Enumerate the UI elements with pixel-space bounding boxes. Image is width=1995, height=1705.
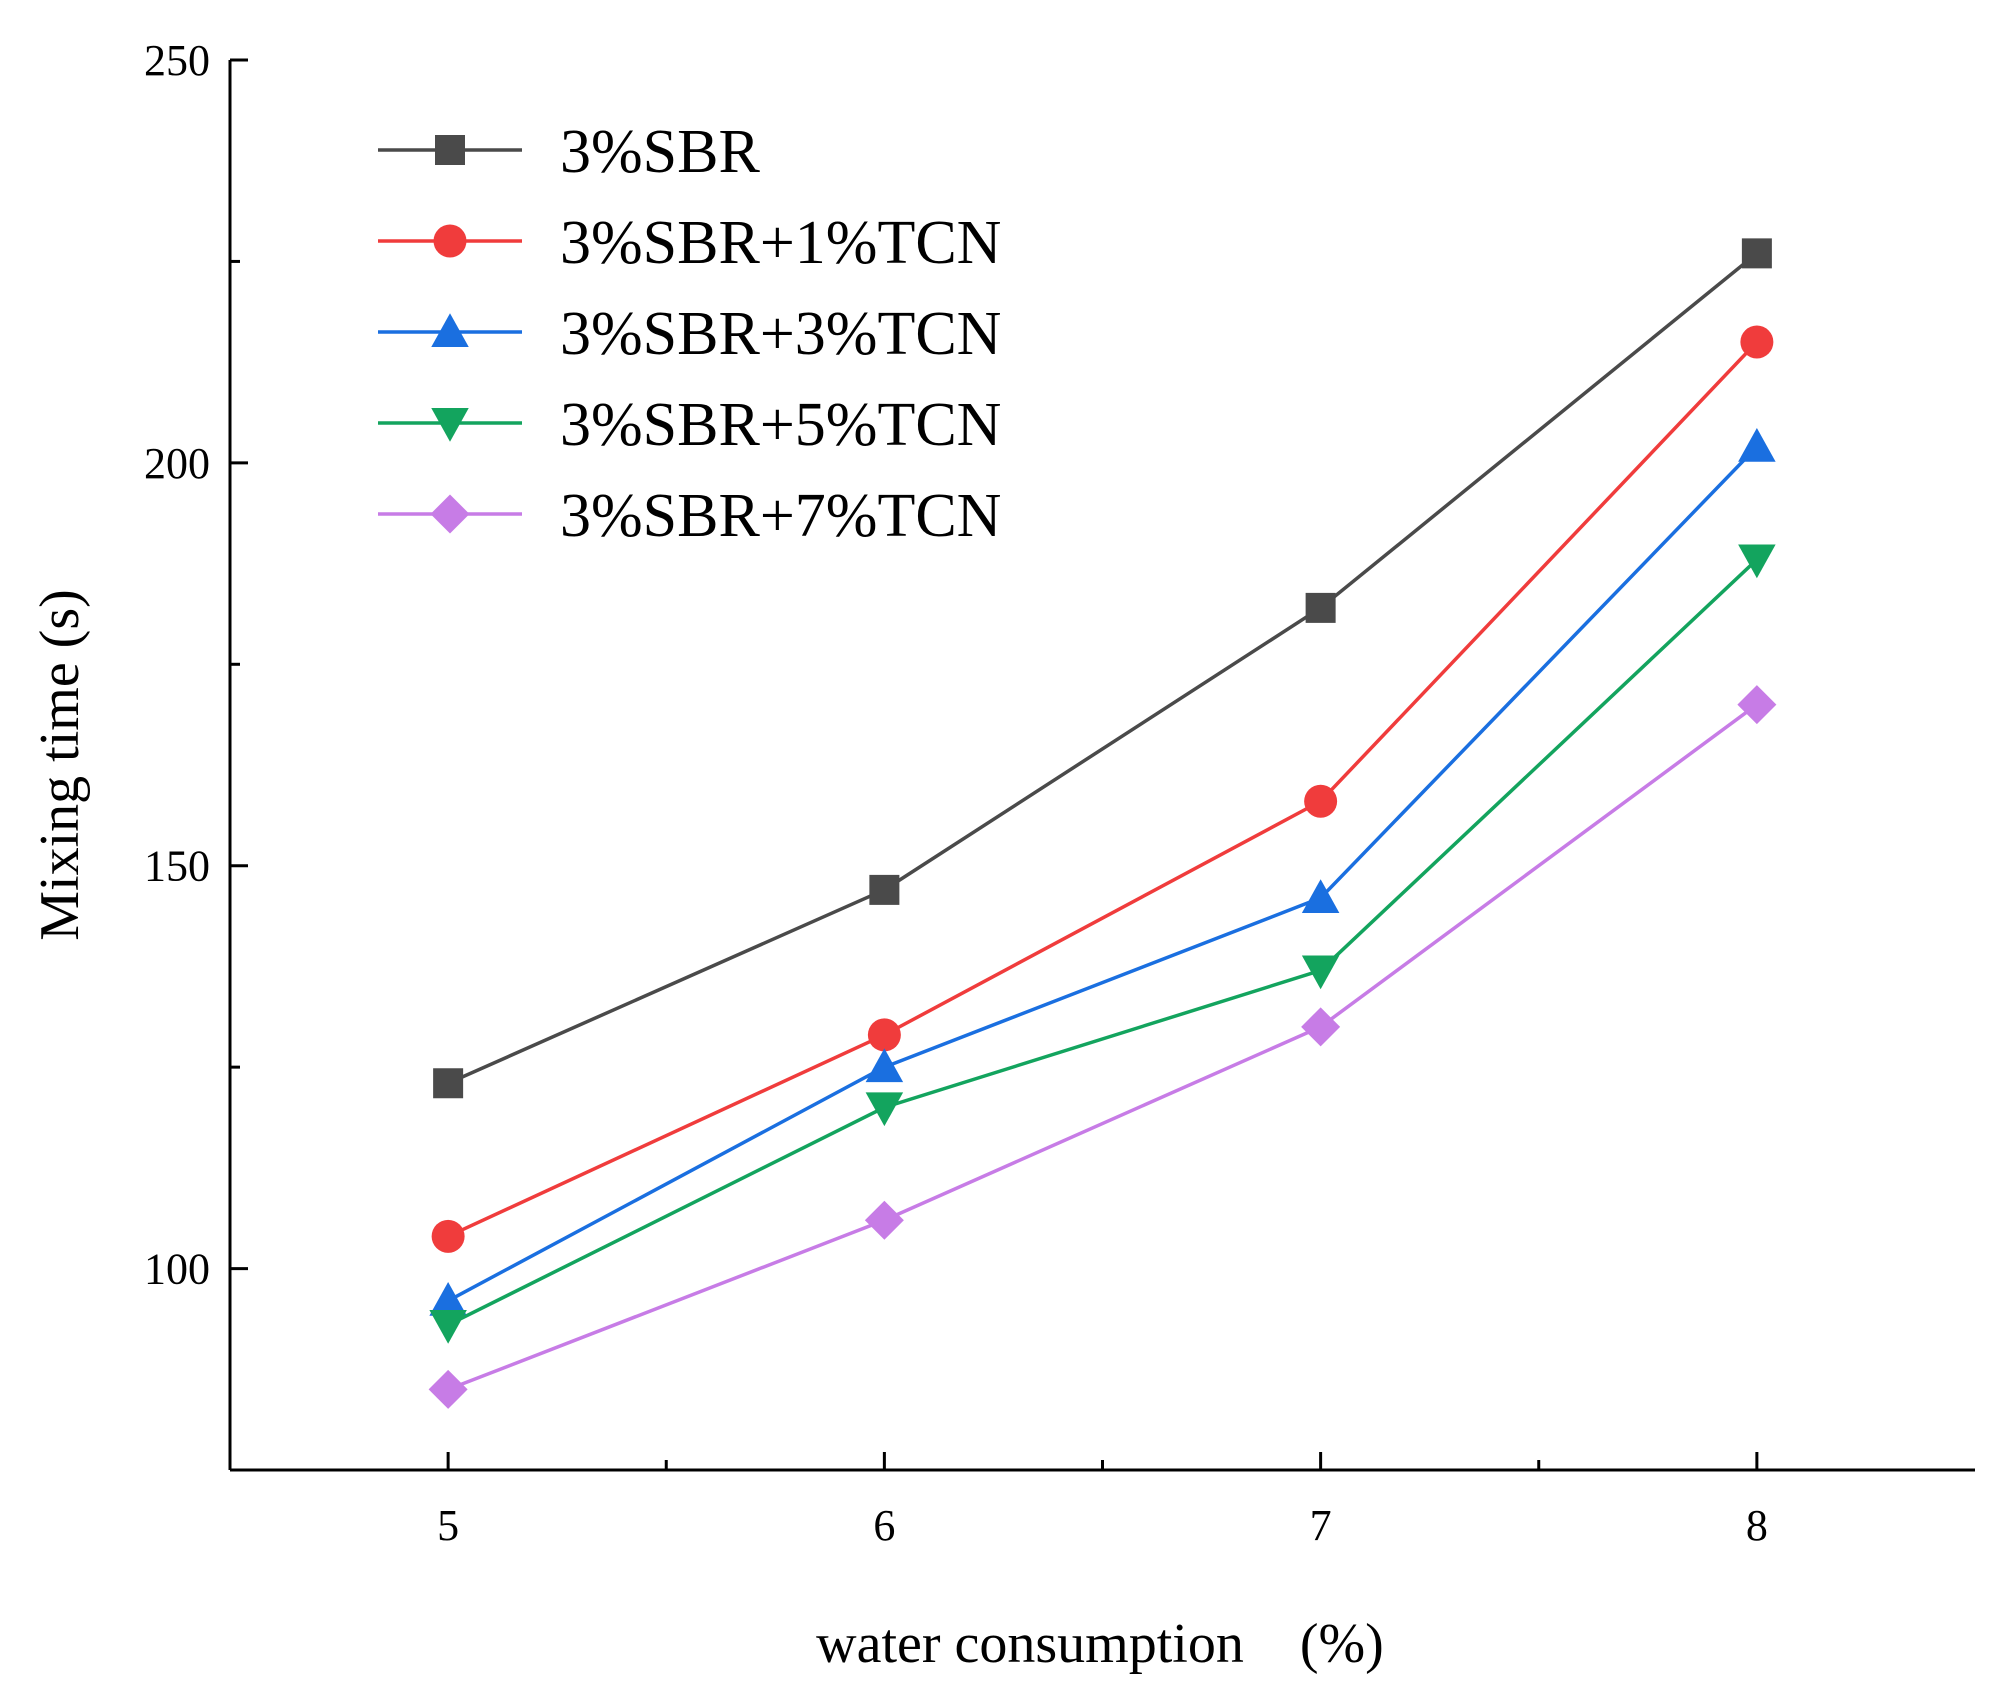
- y-axis: 100 150 200 250: [144, 36, 248, 1294]
- legend-item-3: 3%SBR+3%TCN: [378, 300, 1001, 368]
- data-point-7: [1304, 784, 1338, 818]
- plot-area: [228, 60, 1975, 1472]
- series-line: [447, 340, 1759, 1238]
- series-line: [447, 252, 1758, 1085]
- y-tick-label-150: 150: [144, 842, 210, 891]
- y-tick-label-100: 100: [144, 1245, 210, 1294]
- legend-label: 3%SBR+5%TCN: [560, 391, 1001, 459]
- data-point-6: [865, 1048, 904, 1083]
- series-layer: [428, 238, 1777, 1409]
- x-axis-title: water consumption (%): [816, 1613, 1384, 1675]
- data-point-6: [867, 1018, 901, 1052]
- series-3: [429, 427, 1776, 1316]
- x-axis: 5 6 7 8: [437, 1452, 1768, 1550]
- data-point-8: [1741, 238, 1772, 269]
- legend-marker: [431, 313, 469, 347]
- data-point-5: [428, 1369, 468, 1409]
- data-point-8: [1737, 685, 1777, 725]
- y-axis-title: Mixing time (s): [29, 589, 91, 941]
- series-line: [447, 445, 1759, 1303]
- y-tick-label-200: 200: [144, 439, 210, 488]
- legend-label: 3%SBR: [560, 118, 760, 186]
- series-4: [429, 544, 1776, 1344]
- series-1: [433, 238, 1772, 1099]
- legend-item-4: 3%SBR+5%TCN: [378, 391, 1001, 459]
- x-tick-label-8: 8: [1746, 1501, 1768, 1550]
- legend-label: 3%SBR+7%TCN: [560, 482, 1001, 550]
- data-point-5: [429, 1282, 467, 1316]
- legend-label: 3%SBR+1%TCN: [560, 209, 1001, 277]
- series-line: [447, 558, 1759, 1327]
- data-point-8: [1738, 544, 1776, 579]
- series-2: [431, 325, 1774, 1253]
- data-point-7: [1301, 955, 1340, 990]
- data-point-6: [865, 1092, 904, 1127]
- legend-marker: [430, 494, 470, 534]
- data-point-7: [1305, 592, 1336, 623]
- data-point-6: [864, 1200, 904, 1240]
- legend-marker: [433, 224, 467, 258]
- data-point-8: [1738, 427, 1776, 462]
- series-line: [447, 703, 1758, 1392]
- legend-label: 3%SBR+3%TCN: [560, 300, 1001, 368]
- legend-item-2: 3%SBR+1%TCN: [378, 209, 1001, 277]
- legend-marker: [435, 135, 465, 165]
- x-tick-label-5: 5: [437, 1501, 459, 1550]
- legend-marker: [431, 408, 469, 442]
- data-point-8: [1740, 325, 1774, 359]
- data-point-7: [1301, 879, 1340, 913]
- legend-item-5: 3%SBR+7%TCN: [378, 482, 1001, 550]
- data-point-5: [431, 1219, 465, 1253]
- y-tick-label-250: 250: [144, 36, 210, 85]
- x-tick-label-7: 7: [1310, 1501, 1332, 1550]
- legend: 3%SBR 3%SBR+1%TCN 3%SBR+3%TCN 3%SBR+5%TCN 3%…: [378, 118, 1001, 550]
- data-point-5: [429, 1309, 467, 1344]
- series-5: [428, 685, 1777, 1409]
- data-point-6: [869, 874, 900, 905]
- legend-item-1: 3%SBR: [378, 118, 760, 186]
- data-point-7: [1301, 1007, 1341, 1047]
- data-point-5: [433, 1068, 464, 1099]
- x-tick-label-6: 6: [873, 1501, 895, 1550]
